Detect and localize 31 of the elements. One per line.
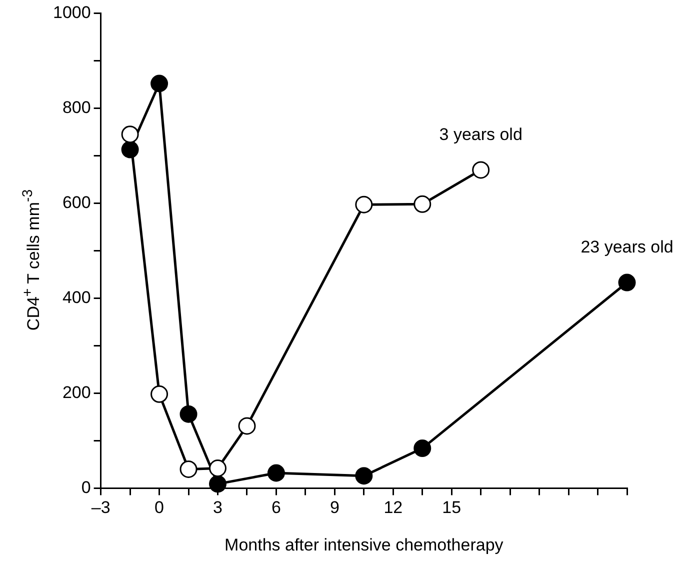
x-tick-label: 3 (213, 498, 222, 518)
point (414, 195, 432, 213)
x-tick-label: 15 (442, 498, 462, 518)
point (209, 475, 226, 493)
point (150, 385, 168, 403)
point (180, 460, 198, 478)
x-tick-label: 9 (330, 498, 340, 518)
x-tick-label: –3 (91, 498, 110, 518)
point (355, 196, 373, 214)
y-tick-label: 200 (62, 382, 91, 402)
point (267, 464, 285, 482)
point (180, 405, 198, 423)
x-axis-title: Months after intensive chemotherapy (224, 535, 504, 554)
point (472, 161, 490, 179)
point (618, 274, 636, 292)
y-tick-label: 600 (62, 192, 91, 212)
y-tick-label: 800 (62, 98, 91, 117)
point (121, 126, 139, 144)
y-tick-label: 0 (81, 478, 91, 497)
x-tick-label: 12 (384, 498, 403, 518)
point (238, 417, 256, 435)
point (209, 460, 226, 477)
x-tick-label: 0 (154, 498, 164, 518)
series-label: 3 years old (439, 125, 522, 144)
y-tick-label: 1000 (52, 2, 91, 22)
x-tick-label: 6 (271, 498, 281, 518)
point (150, 74, 168, 92)
series-label: 23 years old (580, 238, 674, 257)
point (414, 440, 432, 458)
point (355, 467, 373, 485)
y-tick-label: 400 (62, 288, 91, 307)
